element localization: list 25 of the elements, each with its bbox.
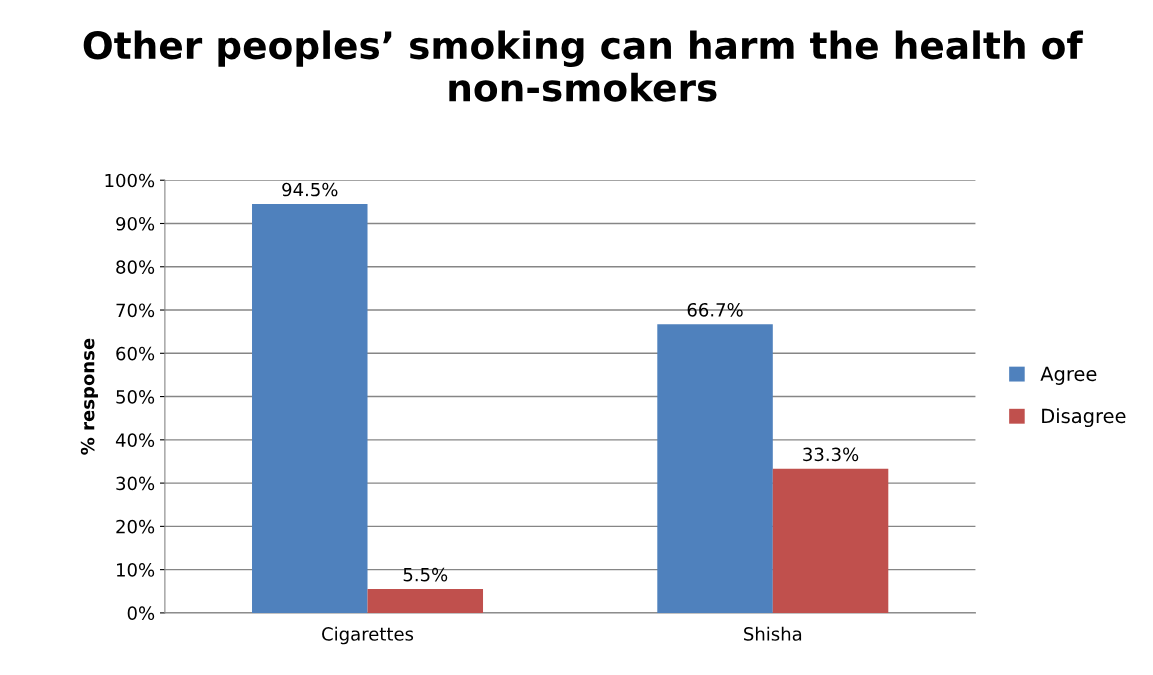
y-tick-label: 20% (116, 519, 155, 534)
y-tick-label: 70% (116, 303, 155, 318)
bar (657, 324, 773, 613)
bar (252, 204, 368, 613)
data-label: 94.5% (282, 182, 338, 197)
legend-label: Agree (1040, 366, 1097, 385)
data-label: 5.5% (403, 567, 448, 582)
y-tick-label: 30% (116, 476, 155, 491)
x-tick-label: Shisha (744, 626, 802, 641)
chart-title: Other peoples’ smoking can harm the health of non-smokers (83, 30, 1084, 102)
y-tick-label: 0% (127, 606, 155, 621)
y-tick-label: 50% (116, 390, 155, 404)
bar (772, 468, 889, 613)
data-label: 33.3% (803, 447, 859, 462)
bar (367, 589, 484, 613)
data-label: 66.7% (687, 302, 743, 317)
x-tick-label: Cigarettes (322, 626, 414, 645)
y-tick-label: 10% (117, 563, 155, 577)
y-tick-label: 80% (116, 260, 155, 274)
y-tick-label: 60% (116, 346, 155, 361)
y-tick-label: 40% (115, 433, 155, 447)
y-tick-label: 90% (116, 216, 155, 231)
legend-label: Disagree (1042, 408, 1126, 428)
y-tick-label: 100% (105, 173, 155, 188)
y-axis-title: % response (80, 338, 98, 455)
